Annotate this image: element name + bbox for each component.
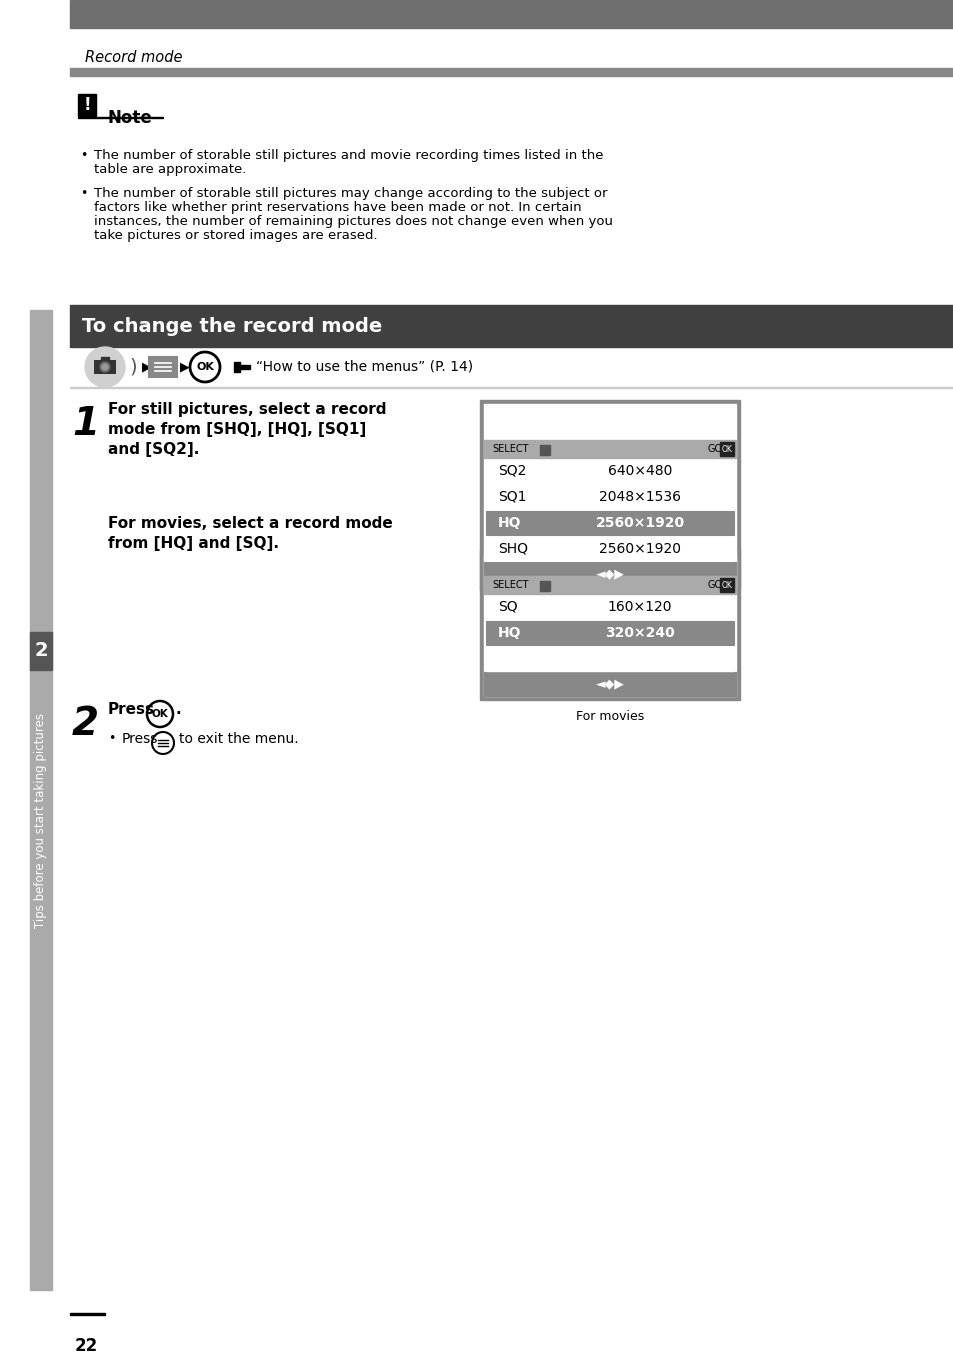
Bar — [483, 562, 735, 586]
Bar — [485, 459, 733, 483]
Bar — [485, 594, 733, 619]
Text: Press: Press — [108, 702, 154, 716]
Text: SHQ: SHQ — [497, 541, 527, 556]
Text: from [HQ] and [SQ].: from [HQ] and [SQ]. — [108, 536, 278, 551]
Text: 640×480: 640×480 — [607, 464, 672, 478]
Text: mode from [SHQ], [HQ], [SQ1]: mode from [SHQ], [HQ], [SQ1] — [108, 422, 366, 437]
Bar — [70, 1314, 105, 1315]
Bar — [485, 647, 733, 670]
Text: OK: OK — [152, 708, 168, 719]
Text: instances, the number of remaining pictures does not change even when you: instances, the number of remaining pictu… — [94, 214, 613, 228]
Text: GO: GO — [707, 579, 722, 590]
Bar — [483, 672, 735, 696]
Text: Press: Press — [122, 731, 158, 746]
Text: •: • — [80, 187, 88, 199]
Text: For still pictures, select a record: For still pictures, select a record — [108, 402, 386, 417]
Bar — [70, 0, 953, 28]
Text: factors like whether print reservations have been made or not. In certain: factors like whether print reservations … — [94, 201, 581, 214]
Text: ▶: ▶ — [180, 361, 190, 373]
Text: OK: OK — [720, 445, 732, 453]
Bar — [233, 362, 240, 372]
Text: For movies, select a record mode: For movies, select a record mode — [108, 516, 393, 531]
Text: 160×120: 160×120 — [607, 600, 672, 613]
Text: 320×240: 320×240 — [604, 626, 674, 641]
Bar — [485, 484, 733, 509]
Bar — [485, 512, 733, 535]
Circle shape — [102, 364, 108, 370]
Text: ▶: ▶ — [142, 361, 152, 373]
Bar — [101, 357, 109, 361]
Text: take pictures or stored images are erased.: take pictures or stored images are erase… — [94, 229, 377, 242]
Text: ◄◆▶: ◄◆▶ — [595, 567, 624, 581]
Text: For movies: For movies — [576, 710, 643, 723]
Bar — [483, 554, 735, 696]
Text: GO: GO — [707, 444, 722, 455]
Circle shape — [85, 347, 125, 387]
Text: and [SQ2].: and [SQ2]. — [108, 442, 199, 457]
Bar — [70, 68, 953, 76]
Text: 2: 2 — [34, 642, 48, 661]
Bar — [483, 440, 735, 459]
Text: 2560×1920: 2560×1920 — [595, 516, 684, 531]
Bar — [94, 360, 116, 375]
Bar — [149, 357, 177, 377]
Text: The number of storable still pictures may change according to the subject or: The number of storable still pictures ma… — [94, 187, 607, 199]
Bar — [485, 537, 733, 560]
Text: table are approximate.: table are approximate. — [94, 163, 246, 176]
Text: •: • — [80, 149, 88, 161]
Text: ): ) — [129, 357, 136, 376]
Bar — [479, 400, 740, 590]
Text: HQ: HQ — [497, 516, 521, 531]
Text: .: . — [175, 702, 181, 716]
Circle shape — [100, 362, 110, 372]
Text: Record mode: Record mode — [85, 50, 182, 65]
Text: “How to use the menus” (P. 14): “How to use the menus” (P. 14) — [255, 360, 473, 375]
Text: •: • — [108, 731, 115, 745]
Text: Tips before you start taking pictures: Tips before you start taking pictures — [34, 712, 48, 927]
Text: ◄◆▶: ◄◆▶ — [595, 677, 624, 691]
Text: OK: OK — [720, 581, 732, 589]
Text: SELECT: SELECT — [492, 579, 528, 590]
Bar — [30, 632, 52, 670]
Text: !: ! — [83, 96, 91, 114]
Text: To change the record mode: To change the record mode — [82, 316, 382, 335]
Bar — [30, 309, 52, 1291]
Bar — [479, 550, 740, 700]
Text: OK: OK — [196, 362, 213, 372]
Bar — [483, 575, 735, 594]
Text: 2560×1920: 2560×1920 — [598, 541, 680, 556]
Text: SQ: SQ — [497, 600, 517, 613]
Bar — [70, 305, 953, 347]
Text: 2: 2 — [71, 706, 99, 744]
Bar — [539, 445, 550, 455]
Text: Note: Note — [108, 109, 152, 128]
Text: SQ2: SQ2 — [497, 464, 526, 478]
Bar — [485, 622, 733, 645]
Text: 2048×1536: 2048×1536 — [598, 490, 680, 503]
Bar — [78, 94, 96, 115]
Bar — [720, 578, 733, 592]
Text: HQ: HQ — [497, 626, 521, 641]
Bar — [720, 442, 733, 456]
Text: The number of storable still pictures and movie recording times listed in the: The number of storable still pictures an… — [94, 149, 603, 161]
Text: SQ1: SQ1 — [497, 490, 526, 503]
Text: For still pictures: For still pictures — [559, 600, 659, 613]
Text: 22: 22 — [75, 1337, 98, 1356]
Text: SELECT: SELECT — [492, 444, 528, 455]
Bar — [483, 404, 735, 586]
Bar — [78, 117, 163, 118]
Text: to exit the menu.: to exit the menu. — [179, 731, 298, 746]
Bar — [237, 365, 250, 369]
Bar — [70, 387, 953, 388]
Bar — [539, 581, 550, 592]
Text: 1: 1 — [71, 404, 99, 442]
